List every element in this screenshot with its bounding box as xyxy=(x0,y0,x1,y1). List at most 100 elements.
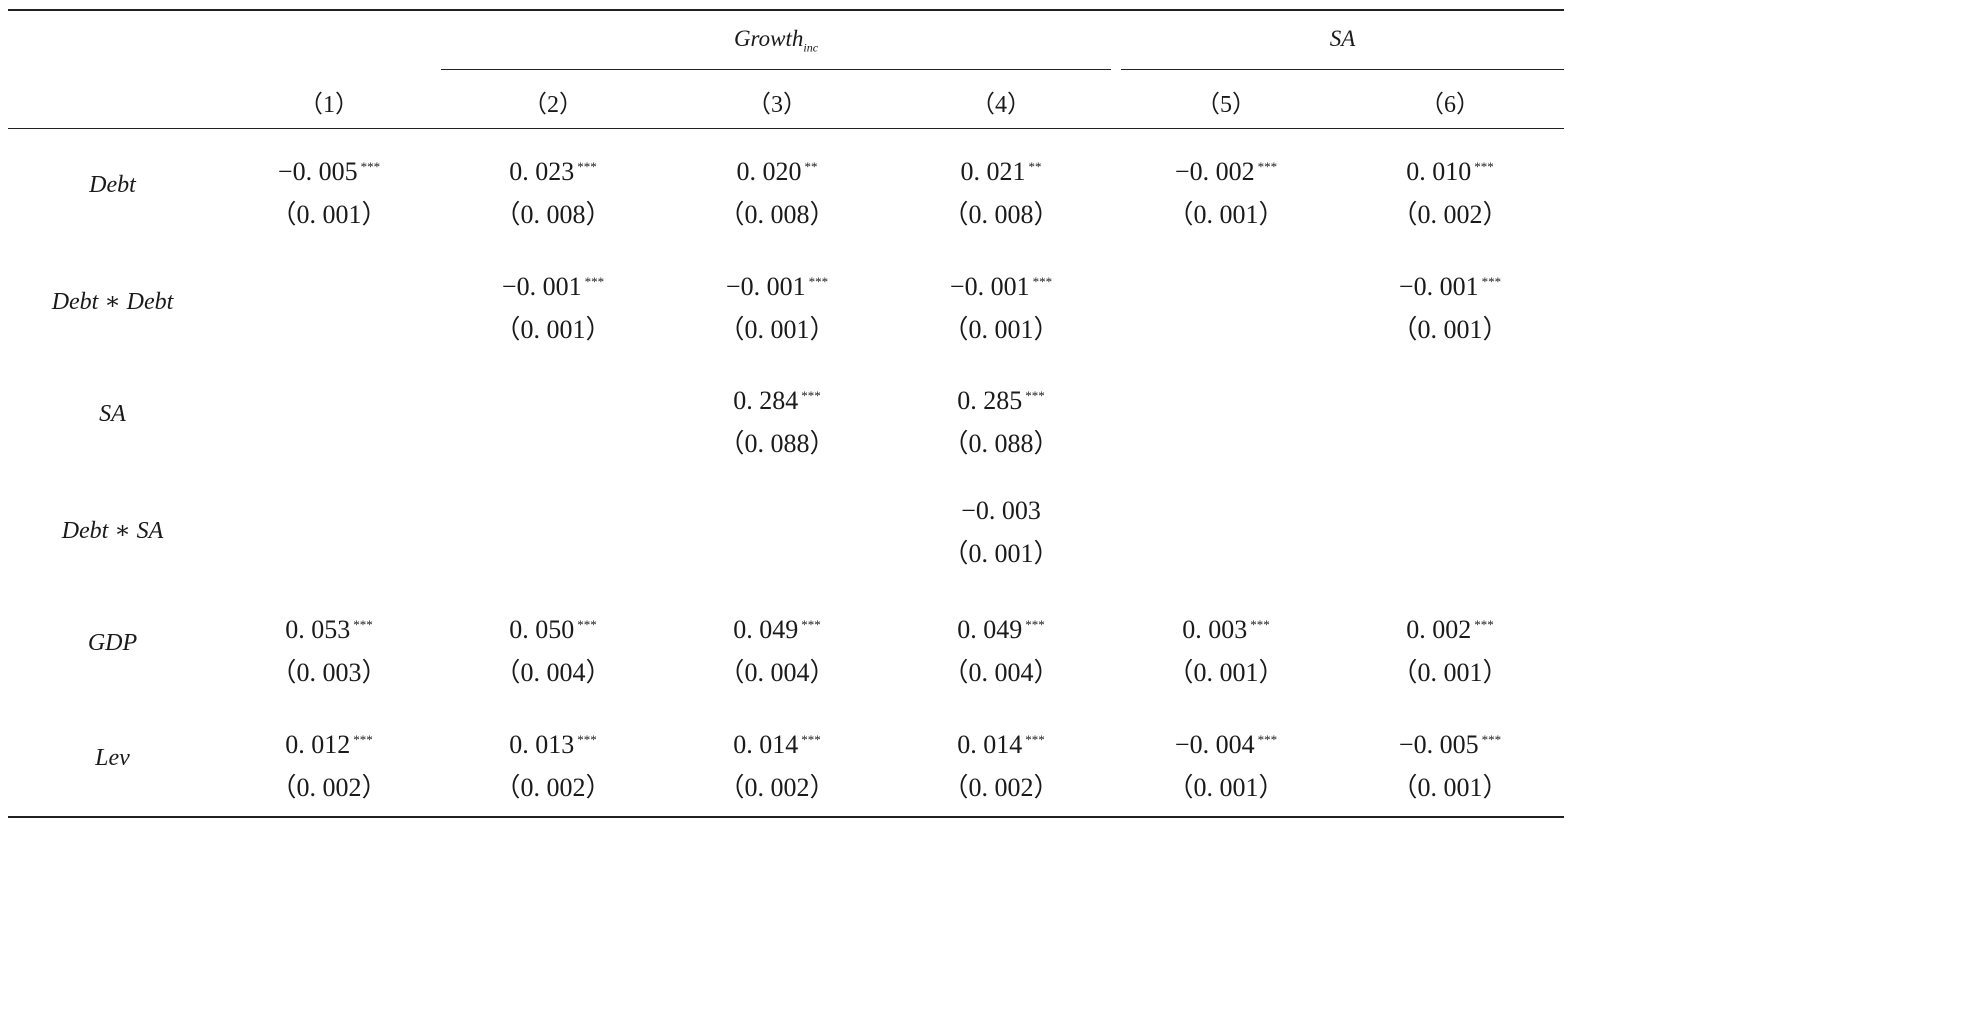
significance-stars: *** xyxy=(577,159,597,174)
significance-stars: *** xyxy=(1257,732,1278,747)
standard-error: （0. 002） xyxy=(1391,200,1509,229)
significance-stars: *** xyxy=(577,617,597,632)
coefficient: 0. 003 *** xyxy=(1116,603,1336,651)
table-cell: −0. 001 *** （0. 001） xyxy=(667,260,887,351)
table-cell: 0. 284 *** （0. 088） xyxy=(667,374,887,465)
table-cell: −0. 001 *** （0. 001） xyxy=(1340,260,1560,351)
table-cell: −0. 001 *** （0. 001） xyxy=(443,260,663,351)
standard-error: （0. 004） xyxy=(942,658,1060,687)
coefficient-value: 0. 049 xyxy=(957,615,1023,644)
table-cell: −0. 003 （0. 001） xyxy=(891,489,1111,575)
coefficient: 0. 023 *** xyxy=(443,145,663,193)
standard-error: （0. 004） xyxy=(718,658,836,687)
significance-stars: *** xyxy=(1481,274,1502,289)
column-header-1: （1） xyxy=(299,92,359,118)
coefficient: −0. 001 *** xyxy=(443,260,663,308)
significance-stars: ** xyxy=(804,159,818,174)
standard-error: （0. 002） xyxy=(494,773,612,802)
standard-error: （0. 002） xyxy=(718,773,836,802)
coefficient: 0. 049 *** xyxy=(667,603,887,651)
significance-stars: *** xyxy=(801,388,821,403)
significance-stars: *** xyxy=(1474,159,1494,174)
table-cell: 0. 002 *** （0. 001） xyxy=(1340,603,1560,694)
significance-stars: *** xyxy=(353,617,373,632)
table-cell: 0. 285 *** （0. 088） xyxy=(891,374,1111,465)
coefficient: 0. 002 *** xyxy=(1340,603,1560,651)
significance-stars: *** xyxy=(801,732,821,747)
coefficient-value: 0. 002 xyxy=(1406,615,1472,644)
coefficient-value: 0. 284 xyxy=(733,386,799,415)
significance-stars: *** xyxy=(360,159,381,174)
growth-label: Growth xyxy=(733,26,804,51)
standard-error: （0. 008） xyxy=(718,200,836,229)
coefficient-value: −0. 001 xyxy=(501,272,582,301)
significance-stars: *** xyxy=(1025,617,1045,632)
coefficient-value: 0. 010 xyxy=(1406,157,1472,186)
table-cell: −0. 005 *** （0. 001） xyxy=(1340,718,1560,809)
significance-stars: *** xyxy=(808,274,829,289)
standard-error: （0. 088） xyxy=(718,429,836,458)
coefficient-value: −0. 005 xyxy=(1398,730,1479,759)
table-cell: 0. 003 *** （0. 001） xyxy=(1116,603,1336,694)
table-cell: −0. 002 *** （0. 001） xyxy=(1116,145,1336,236)
coefficient: −0. 005 *** xyxy=(1340,718,1560,766)
coefficient-value: 0. 021 xyxy=(960,157,1026,186)
coefficient: −0. 001 *** xyxy=(891,260,1111,308)
coefficient: 0. 285 *** xyxy=(891,374,1111,422)
row-label: GDP xyxy=(87,630,138,656)
coefficient: 0. 010 *** xyxy=(1340,145,1560,193)
table-cell: 0. 012 *** （0. 002） xyxy=(219,718,439,809)
coefficient: 0. 012 *** xyxy=(219,718,439,766)
standard-error: （0. 001） xyxy=(942,315,1060,344)
coefficient-value: 0. 012 xyxy=(285,730,351,759)
standard-error: （0. 001） xyxy=(1167,773,1285,802)
header-rule xyxy=(8,128,1564,129)
significance-stars: *** xyxy=(353,732,373,747)
standard-error: （0. 003） xyxy=(270,658,388,687)
table-cell: 0. 014 *** （0. 002） xyxy=(667,718,887,809)
table-cell: 0. 020 ** （0. 008） xyxy=(667,145,887,236)
table-cell: 0. 014 *** （0. 002） xyxy=(891,718,1111,809)
row-label: Debt ∗ Debt xyxy=(51,289,174,315)
significance-stars: *** xyxy=(1474,617,1494,632)
sa-group-underline xyxy=(1121,69,1564,70)
coefficient: 0. 284 *** xyxy=(667,374,887,422)
standard-error: （0. 001） xyxy=(1391,773,1509,802)
coefficient: 0. 013 *** xyxy=(443,718,663,766)
standard-error: （0. 002） xyxy=(942,773,1060,802)
coefficient: −0. 001 *** xyxy=(667,260,887,308)
coefficient: 0. 014 *** xyxy=(891,718,1111,766)
significance-stars: *** xyxy=(1025,732,1045,747)
growth-subscript: inc xyxy=(803,40,819,55)
coefficient-value: −0. 004 xyxy=(1174,730,1255,759)
growth-group-underline xyxy=(441,69,1111,70)
table-cell: 0. 049 *** （0. 004） xyxy=(667,603,887,694)
standard-error: （0. 001） xyxy=(494,315,612,344)
bottom-rule xyxy=(8,816,1564,818)
coefficient-value: 0. 014 xyxy=(733,730,799,759)
table-cell: 0. 053 *** （0. 003） xyxy=(219,603,439,694)
coefficient: −0. 002 *** xyxy=(1116,145,1336,193)
coefficient-value: 0. 050 xyxy=(509,615,575,644)
coefficient-value: 0. 003 xyxy=(1182,615,1248,644)
coefficient-value: −0. 001 xyxy=(1398,272,1479,301)
significance-stars: *** xyxy=(577,732,597,747)
coefficient-value: −0. 002 xyxy=(1174,157,1255,186)
significance-stars: *** xyxy=(1250,617,1270,632)
coefficient-value: 0. 285 xyxy=(957,386,1023,415)
standard-error: （0. 008） xyxy=(942,200,1060,229)
coefficient-value: −0. 005 xyxy=(277,157,358,186)
column-header-4: （4） xyxy=(971,92,1031,118)
standard-error: （0. 001） xyxy=(1391,658,1509,687)
standard-error: （0. 004） xyxy=(494,658,612,687)
standard-error: （0. 001） xyxy=(270,200,388,229)
group-header-growth: Growthinc xyxy=(441,26,1111,56)
coefficient: 0. 021 ** xyxy=(891,145,1111,193)
group-header-sa: SA xyxy=(1329,26,1356,51)
coefficient: 0. 020 ** xyxy=(667,145,887,193)
table-cell: −0. 005 *** （0. 001） xyxy=(219,145,439,236)
table-cell: 0. 021 ** （0. 008） xyxy=(891,145,1111,236)
table-cell: 0. 013 *** （0. 002） xyxy=(443,718,663,809)
coefficient-value: −0. 003 xyxy=(961,496,1041,525)
standard-error: （0. 002） xyxy=(270,773,388,802)
